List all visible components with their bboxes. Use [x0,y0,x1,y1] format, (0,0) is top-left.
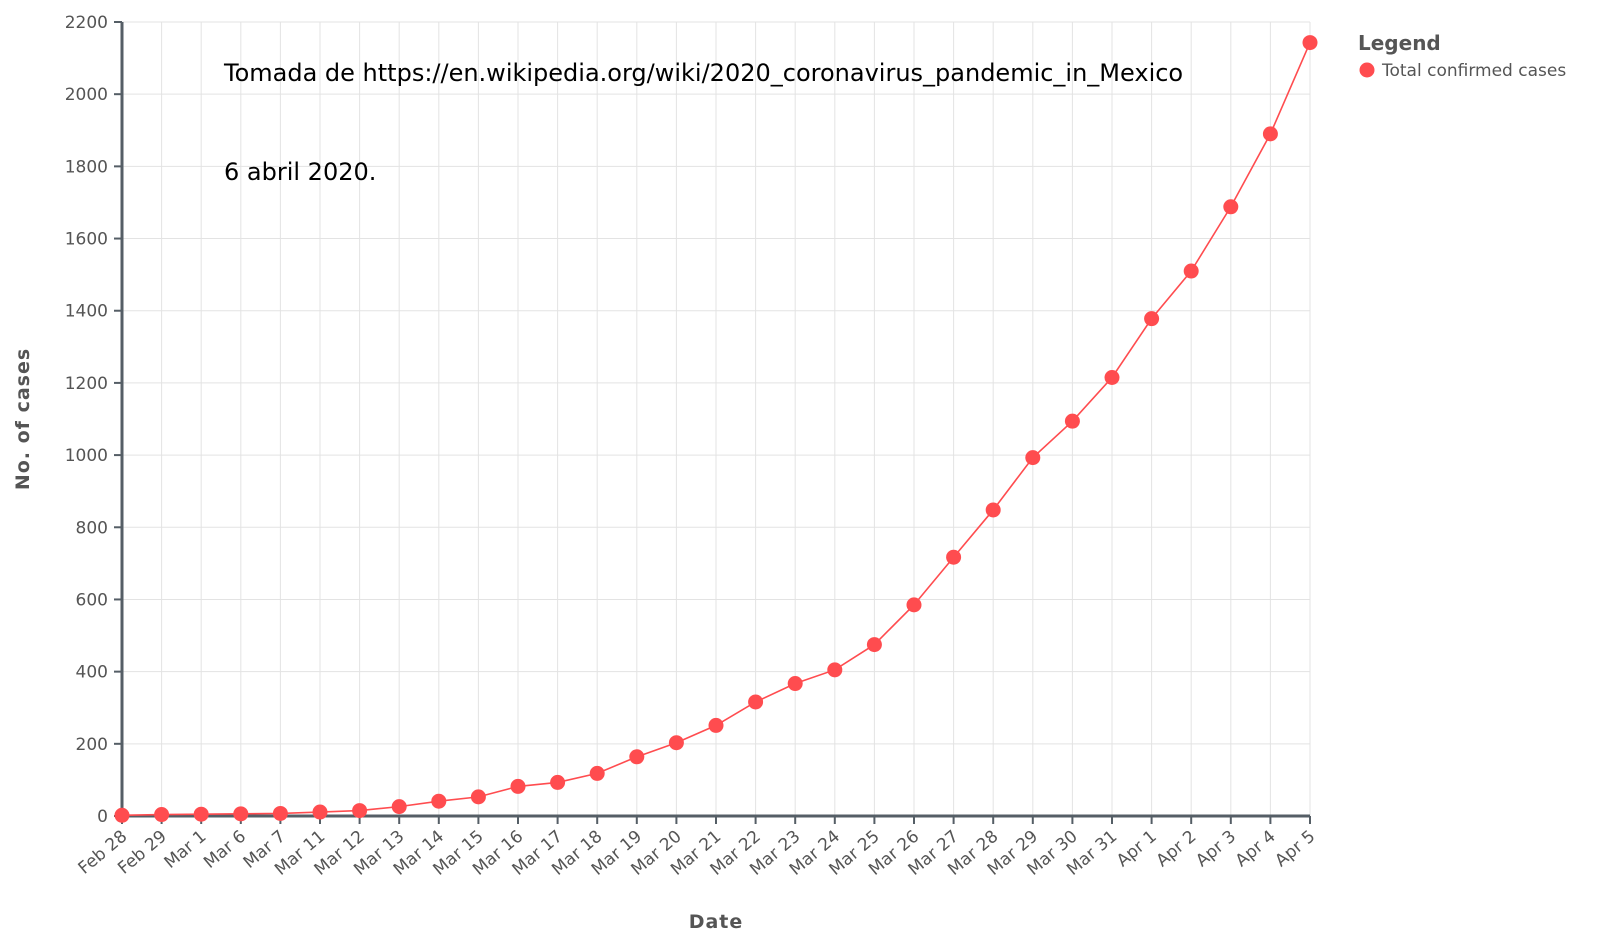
data-point [787,676,803,692]
data-point [1183,263,1199,279]
series-total-confirmed [114,35,1318,823]
y-tick-label: 800 [76,518,108,538]
x-tick-label: Apr 1 [1113,827,1161,872]
y-tick-label: 1800 [65,157,108,177]
y-axis-title: No. of cases [12,348,34,490]
annotation-date: 6 abril 2020. [224,158,376,186]
data-point [391,799,407,815]
data-point [866,637,882,653]
legend: Legend Total confirmed cases [1358,31,1566,81]
y-tick-label: 2000 [65,85,108,105]
x-tick-label: Mar 1 [161,827,211,873]
data-point [233,806,249,822]
data-point [668,735,684,751]
data-point [985,502,1001,518]
x-tick-label: Apr 3 [1192,827,1240,872]
y-tick-label: 0 [97,807,108,827]
data-point [510,778,526,794]
y-tick-label: 600 [76,590,108,610]
x-tick-label: Apr 5 [1271,827,1319,872]
data-point [1025,450,1041,466]
data-point [1064,413,1080,429]
data-point [431,793,447,809]
data-point [154,807,170,823]
x-tick-label: Apr 4 [1232,827,1280,872]
x-axis-title: Date [689,911,744,933]
data-point [1104,369,1120,385]
data-point [193,806,209,822]
y-tick-labels: 0 200 400 600 800 1000 1200 1400 1600 1800 2000 220… [65,13,108,827]
y-tick-label: 1000 [65,446,108,466]
data-point [550,774,566,790]
legend-entry-total-confirmed: Total confirmed cases [1381,61,1566,81]
x-tick-label: Apr 2 [1153,827,1201,872]
data-point [906,597,922,613]
data-point [1262,126,1278,142]
data-point [114,807,130,823]
legend-title: Legend [1358,31,1441,55]
y-tick-label: 1600 [65,230,108,250]
annotation-source: Tomada de https://en.wikipedia.org/wiki/… [223,59,1183,87]
data-point [1223,199,1239,215]
grid [122,21,1311,816]
x-tick-label: Mar 6 [200,827,250,873]
data-point [708,717,724,733]
data-point [470,789,486,805]
y-tick-label: 1400 [65,302,108,322]
axes [114,21,1311,824]
data-point [312,804,328,820]
data-point [748,694,764,710]
data-point [827,662,843,678]
legend-marker [1359,62,1375,78]
y-tick-label: 200 [76,735,108,755]
data-point [1144,311,1160,327]
data-point [1302,35,1318,51]
data-point [272,805,288,821]
y-tick-label: 2200 [65,13,108,33]
data-point [946,549,962,565]
data-point [629,749,645,765]
y-tick-label: 1200 [65,374,108,394]
data-point [589,765,605,781]
data-point [352,803,368,819]
y-tick-label: 400 [76,663,108,683]
